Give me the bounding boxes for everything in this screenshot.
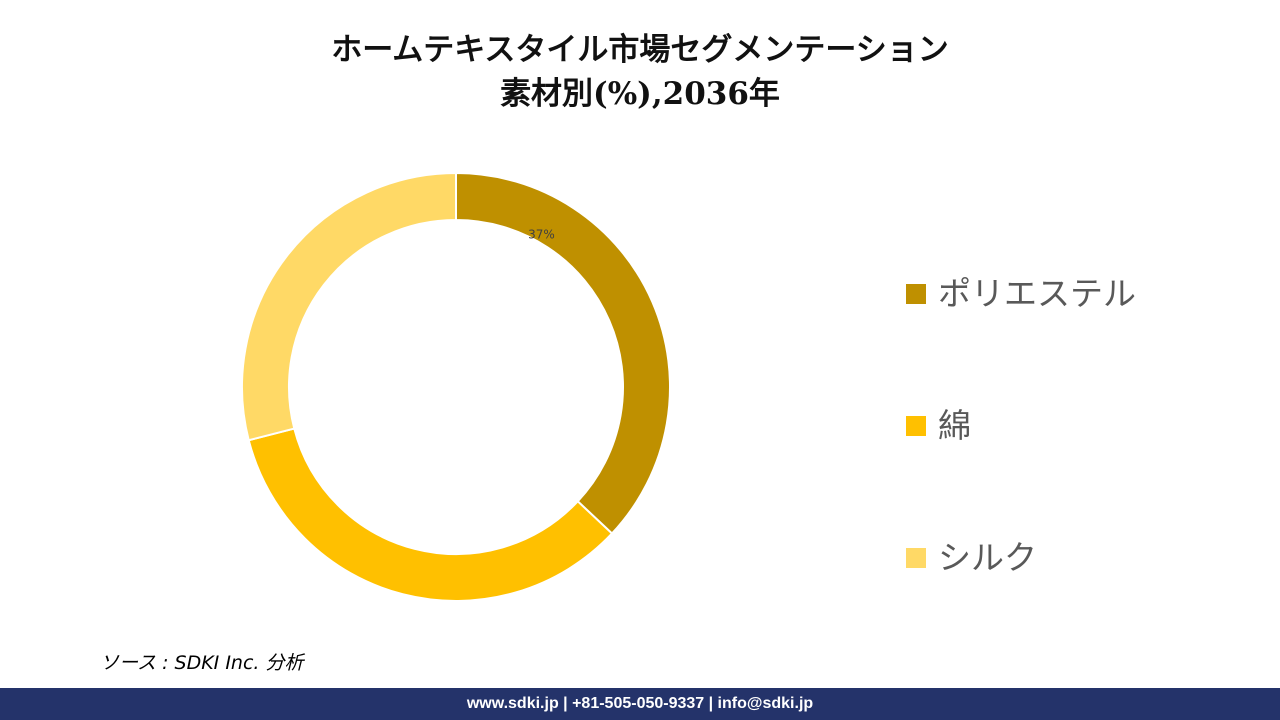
- legend-swatch-polyester: [906, 284, 926, 304]
- chart-title-line-2: 素材別(%),2036年: [500, 76, 780, 112]
- legend-label-polyester: ポリエステル: [938, 274, 1136, 313]
- donut-slice-cotton: [247, 427, 614, 602]
- legend-swatch-silk: [906, 548, 926, 568]
- donut-slice-polyester: [455, 171, 671, 535]
- legend-item-silk: シルク: [906, 528, 1037, 588]
- data-label-polyester: 37%: [528, 227, 555, 241]
- legend-label-cotton: 綿: [938, 406, 971, 445]
- footer-contact: www.sdki.jp | +81-505-050-9337 | info@sd…: [466, 695, 814, 712]
- legend-swatch-cotton: [906, 416, 926, 436]
- footer-bar: www.sdki.jp | +81-505-050-9337 | info@sd…: [0, 688, 1280, 720]
- legend-item-polyester: ポリエステル: [906, 264, 1136, 324]
- legend-item-cotton: 綿: [906, 396, 971, 456]
- chart-title-line-1: ホームテキスタイル市場セグメンテーション: [331, 32, 949, 68]
- legend-label-silk: シルク: [938, 538, 1037, 577]
- source-note: ソース : SDKI Inc. 分析: [100, 652, 304, 674]
- chart-title: ホームテキスタイル市場セグメンテーション 素材別(%),2036年: [0, 28, 1280, 116]
- donut-slice-silk: [241, 171, 457, 442]
